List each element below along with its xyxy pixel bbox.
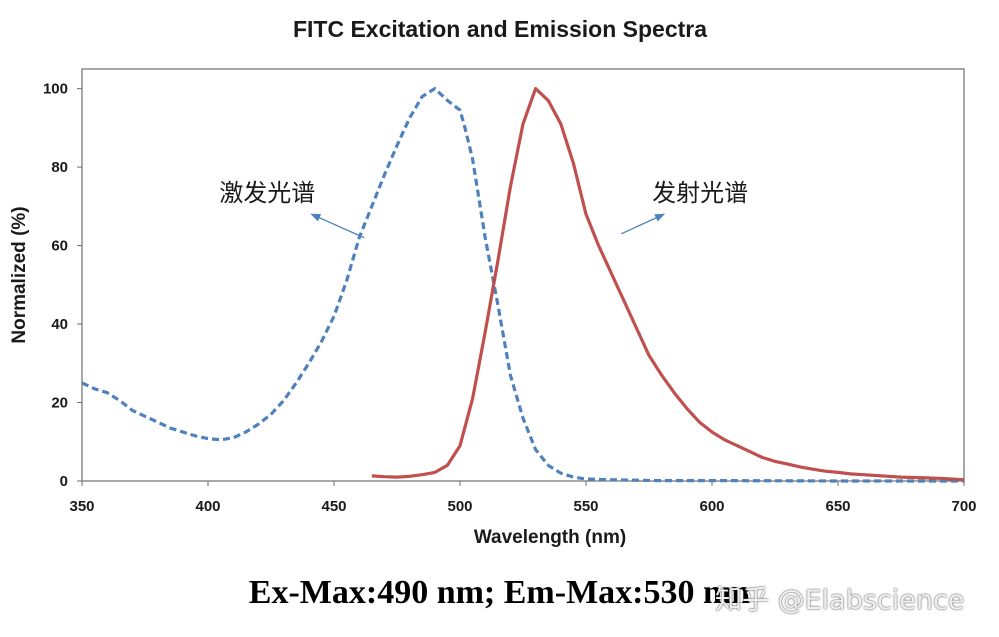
y-tick-label: 80 [51, 159, 68, 176]
annotations: 激发光谱 发射光谱 [219, 179, 748, 239]
y-axis-label: Normalized (%) [9, 206, 30, 343]
y-tick-label: 20 [51, 395, 68, 412]
y-tick-label: 40 [51, 316, 68, 333]
emission-spectrum-line [371, 86, 965, 482]
excitation-spectrum-line [81, 86, 964, 483]
x-tick-label: 350 [69, 498, 94, 515]
annotation-arrow [621, 213, 666, 235]
y-tick-label: 60 [51, 238, 68, 255]
x-tick-label: 700 [951, 498, 976, 515]
plot-area-border [81, 68, 965, 482]
watermark: 知乎 @Elabscience [715, 585, 965, 616]
x-tick-label: 550 [573, 498, 598, 515]
x-tick-label: 650 [825, 498, 850, 515]
y-tick-label: 100 [43, 81, 68, 98]
y-tick-label: 0 [60, 473, 68, 490]
x-tick-label: 450 [321, 498, 346, 515]
x-tick-label: 500 [447, 498, 472, 515]
emission-label: 发射光谱 [652, 179, 748, 207]
spectra-chart: FITC Excitation and Emission Spectra 350… [9, 16, 977, 548]
x-tick-label: 400 [195, 498, 220, 515]
x-axis-label: Wavelength (nm) [474, 527, 626, 548]
x-tick-label: 600 [699, 498, 724, 515]
chart-title: FITC Excitation and Emission Spectra [293, 16, 707, 42]
caption: Ex-Max:490 nm; Em-Max:530 nm [248, 574, 751, 611]
annotation-arrow [310, 213, 365, 239]
axis-ticks: 350 400 450 500 550 600 650 700 0 20 40 60 80 100 [43, 81, 977, 515]
excitation-label: 激发光谱 [219, 179, 315, 207]
series-lines [81, 86, 965, 483]
